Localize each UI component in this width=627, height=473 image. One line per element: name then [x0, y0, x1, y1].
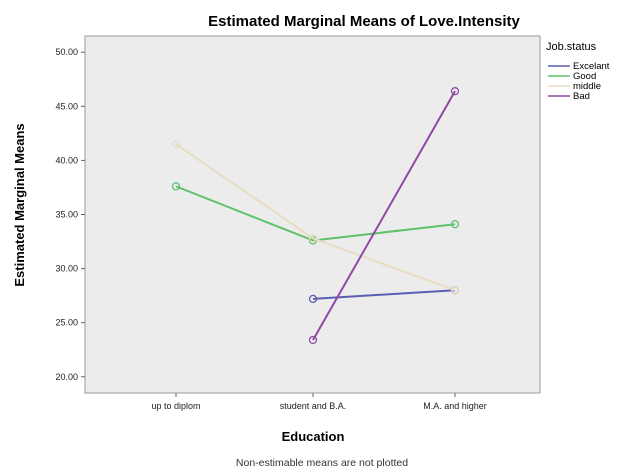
y-tick-label: 40.00: [55, 155, 78, 165]
x-tick-label: student and B.A.: [280, 401, 347, 411]
data-point-middle: [450, 286, 460, 295]
y-axis-title: Estimated Marginal Means: [12, 123, 27, 286]
footnote: Non-estimable means are not plotted: [236, 457, 408, 469]
legend-item-excelant: Excelant: [548, 61, 610, 72]
data-point-good: [171, 182, 181, 191]
x-tick-label: M.A. and higher: [423, 401, 487, 411]
data-point-good: [450, 220, 460, 229]
chart-title: Estimated Marginal Means of Love.Intensi…: [208, 13, 520, 30]
data-point-middle: [308, 234, 318, 243]
y-tick-label: 35.00: [55, 210, 78, 220]
y-tick-label: 30.00: [55, 264, 78, 274]
series-line-bad: [312, 90, 456, 341]
legend-label: Bad: [573, 91, 590, 102]
data-point-bad: [308, 335, 318, 345]
y-tick-label: 50.00: [55, 47, 78, 57]
y-tick-label: 20.00: [55, 372, 78, 382]
y-tick-label: 25.00: [55, 318, 78, 328]
series-line-middle: [175, 143, 456, 292]
legend-item-middle: middle: [548, 81, 601, 92]
data-point-middle: [171, 140, 181, 149]
x-axis-title: Education: [282, 429, 345, 444]
legend-label: middle: [573, 81, 601, 92]
x-tick-label: up to diplom: [151, 401, 200, 411]
series-layer: [171, 87, 460, 345]
series-bad: [308, 87, 460, 345]
legend-label: Excelant: [573, 61, 610, 72]
data-point-bad: [450, 87, 460, 96]
series-middle: [171, 140, 460, 295]
legend-item-good: Good: [548, 71, 596, 82]
plot-area: [84, 35, 541, 394]
data-point-excelant: [308, 294, 318, 304]
series-line-good: [175, 185, 456, 242]
axes: 20.00 25.00 30.00 35.00 40.00 45.00 50.00 up to…: [55, 47, 486, 411]
legend-item-bad: Bad: [548, 91, 590, 102]
y-tick-label: 45.00: [55, 101, 78, 111]
legend-title: Job.status: [546, 41, 597, 53]
legend-label: Good: [573, 71, 596, 82]
